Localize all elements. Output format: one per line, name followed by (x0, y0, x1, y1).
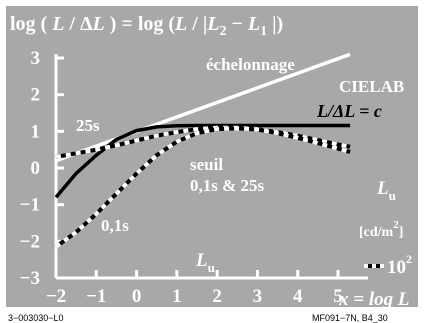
legend-lu-unit-end: ] (399, 225, 404, 240)
x-tick-label: 0 (132, 286, 142, 307)
y-tick-label: 2 (31, 85, 41, 106)
legend-lu-unit: [cd/m2] (359, 219, 403, 240)
x-tick-labels: −2 −1 0 1 2 3 4 5 (46, 286, 343, 307)
y-tick-labels: 3 2 1 0 −1 −2 −3 (20, 48, 40, 289)
x-axis-word-sub: u (208, 260, 215, 275)
x-tick-label: −2 (46, 286, 66, 307)
x-axis-label: x = log L (338, 289, 409, 310)
y-tick-label: 3 (31, 48, 41, 69)
x-tick-label: 2 (212, 286, 222, 307)
annotation-echelonnage: échelonnage (206, 55, 295, 74)
title-part: ) = log ( (105, 13, 176, 35)
title-part: L (92, 13, 105, 35)
y-tick-label: −1 (20, 195, 40, 216)
y-tick-label: 1 (31, 121, 41, 142)
series-line-echelonnage (55, 52, 351, 163)
x-tick-label: 3 (253, 286, 263, 307)
x-tick-label: −1 (86, 286, 106, 307)
y-tick-label: −3 (20, 268, 40, 289)
annotation-seuil: seuil (190, 155, 223, 174)
footer-right: MF091−7N, B4_30 (312, 313, 388, 323)
legend-lu-word: L (376, 178, 389, 199)
legend-value-base: 10 (387, 257, 406, 278)
series-line-dashed-2 (55, 125, 351, 159)
annotation-25s: 25s (76, 116, 100, 135)
x-tick-label: 5 (333, 286, 343, 307)
x-tick-label: 4 (293, 286, 303, 307)
title-part: − (226, 13, 247, 35)
legend-lu-unit-exp: 2 (393, 219, 399, 231)
x-axis-word: Lu (195, 250, 215, 275)
axes (54, 54, 368, 280)
annotation-ratio: L/ΔL = c (316, 101, 382, 121)
title-part: L (174, 13, 187, 35)
title-part: L (247, 13, 260, 35)
footer-left: 3−003030−L0 (8, 313, 64, 323)
x-axis-word-main: L (195, 250, 208, 271)
title-part: |) (267, 13, 283, 35)
legend-lu-label: Lu (376, 178, 396, 203)
series-line-dashed-3 (54, 126, 351, 249)
annotation-01s: 0,1s (101, 216, 129, 235)
title-part: 1 (260, 24, 267, 39)
series-lines (54, 52, 351, 249)
title-part: / | (187, 13, 207, 35)
title-part: log ( (10, 13, 52, 35)
title-part: / Δ (64, 13, 93, 35)
y-tick-label: −2 (20, 231, 40, 252)
legend-lu-unit-text: [cd/m (359, 225, 394, 240)
x-tick-label: 1 (172, 286, 182, 307)
annotation-cielab: CIELAB (339, 77, 404, 96)
title-part: L (51, 13, 64, 35)
chart-title: log ( L / ΔL ) = log (L / |L2 − L1 |) (10, 13, 283, 39)
annotation-seuil-times: 0,1s & 25s (190, 176, 265, 195)
legend-value-exp: 2 (406, 252, 412, 266)
title-part: L (206, 13, 219, 35)
legend-lu-sub: u (389, 188, 396, 203)
legend-value: 102 (387, 252, 412, 278)
title-part: 2 (219, 24, 226, 39)
y-tick-label: 0 (31, 158, 41, 179)
